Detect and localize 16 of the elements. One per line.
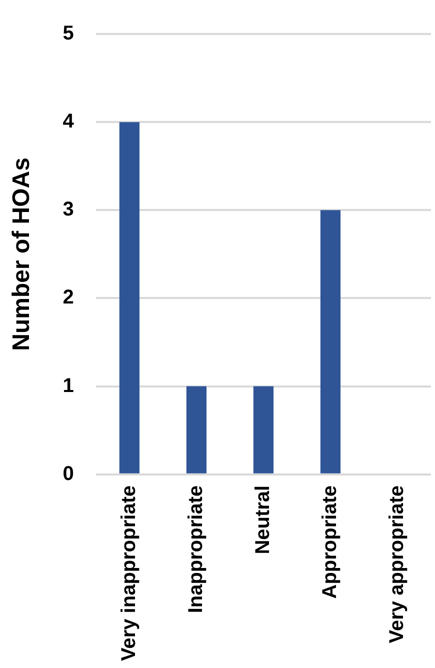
y-axis-title: Number of HOAs — [8, 158, 36, 351]
y-tick-label: 5 — [62, 22, 74, 45]
bar — [186, 386, 206, 474]
y-tick-label: 3 — [62, 198, 74, 221]
y-tick-label: 0 — [62, 462, 74, 485]
y-tick-label: 4 — [62, 110, 75, 133]
x-tick-label: Very inappropriate — [118, 485, 140, 662]
y-tick-label: 1 — [62, 374, 74, 397]
y-tick-label: 2 — [62, 286, 74, 309]
x-tick-label: Appropriate — [318, 485, 341, 599]
x-tick-label: Inappropriate — [184, 485, 207, 614]
bar — [119, 122, 140, 474]
x-tick-label: Neutral — [252, 485, 274, 554]
bar — [320, 210, 341, 474]
x-tick-label: Very appropriate — [386, 485, 408, 644]
bar — [253, 386, 274, 474]
